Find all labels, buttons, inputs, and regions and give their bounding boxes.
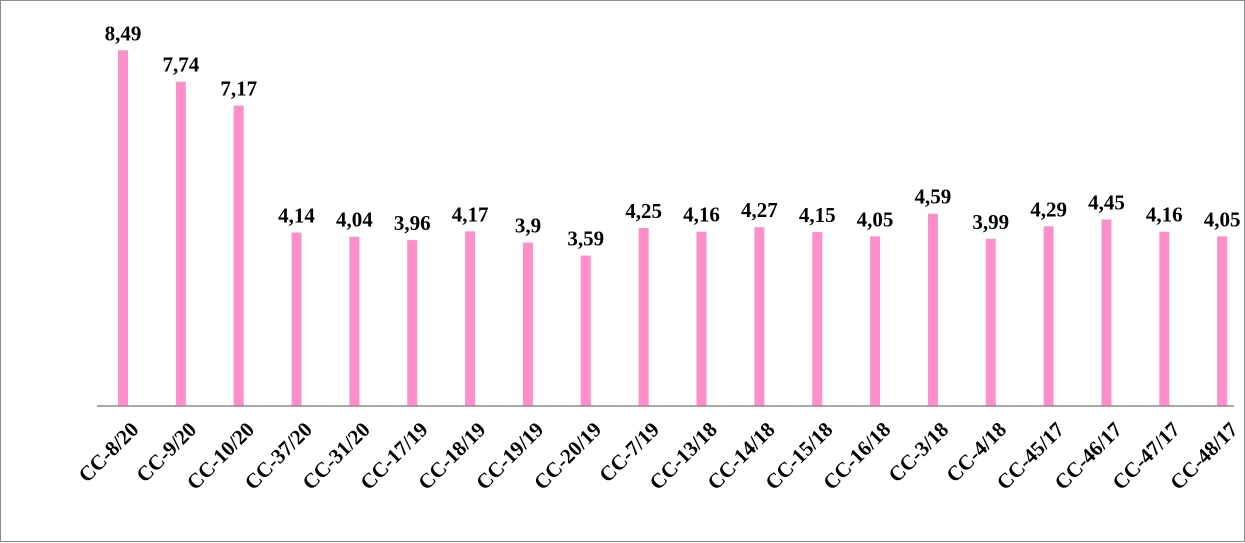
bar-1 [175,81,186,406]
data-label-11: 4,27 [741,198,778,222]
data-label-13: 4,05 [857,207,894,231]
data-label-1: 7,74 [162,53,199,77]
bar-11 [754,227,765,406]
bar-9 [638,227,649,406]
data-label-7: 3,9 [515,214,541,238]
data-label-19: 4,05 [1204,207,1241,231]
bar-17 [1101,219,1112,406]
bar-5 [407,240,418,406]
data-labels-layer: 8,49 7,74 7,17 4,14 4,04 3,96 4,17 3,9 3,59 4,25 4… [105,21,1241,250]
bar-19 [1217,236,1228,406]
data-label-2: 7,17 [220,77,257,101]
bar-4 [349,236,360,406]
data-label-15: 3,99 [972,210,1009,234]
bar-18 [1159,231,1170,406]
x-tick-label-0: CC-8/20 [74,417,144,487]
data-label-4: 4,04 [336,208,373,232]
bar-6 [465,231,476,406]
bar-2 [233,105,244,406]
bar-8 [580,255,591,406]
data-label-12: 4,15 [799,203,836,227]
data-label-8: 3,59 [567,227,604,251]
bar-13 [870,236,881,406]
bar-3 [291,232,302,406]
data-label-16: 4,29 [1030,197,1067,221]
x-tick-labels-layer: CC-8/20CC-9/20CC-10/20CC-37/20CC-31/20CC… [74,417,1243,494]
bar-7 [522,242,533,406]
data-label-3: 4,14 [278,204,315,228]
bar-16 [1043,226,1054,406]
bar-10 [696,231,707,406]
bar-15 [985,238,996,406]
bar-12 [812,232,823,406]
bars-layer [118,50,1228,407]
bar-0 [118,50,128,407]
data-label-10: 4,16 [683,203,720,227]
data-label-14: 4,59 [915,185,952,209]
bar-14 [927,213,938,406]
data-label-5: 3,96 [394,211,431,235]
data-label-17: 4,45 [1088,191,1125,215]
data-label-18: 4,16 [1146,203,1183,227]
x-tick-label-14: CC-3/18 [883,417,953,487]
data-label-0: 8,49 [105,21,142,45]
data-label-6: 4,17 [452,202,489,226]
data-label-9: 4,25 [625,199,662,223]
